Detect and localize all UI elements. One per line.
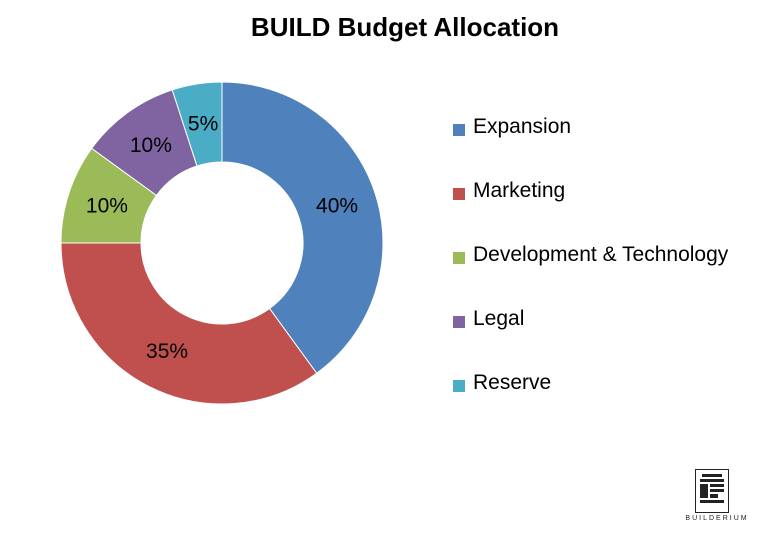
legend-label: Development & Technology [473,243,729,266]
builderium-logo-icon [695,469,729,513]
logo-text: BUILDERIUM [685,515,749,522]
slice-label-expansion: 40% [316,195,358,218]
legend-swatch [453,124,465,136]
legend-swatch [453,380,465,392]
slice-label-marketing: 35% [146,340,188,363]
legend-item-marketing: Marketing [453,179,728,243]
legend-label: Expansion [473,115,572,138]
legend-label: Reserve [473,371,552,394]
slice-label-legal: 10% [130,134,172,157]
legend-label: Marketing [473,179,566,202]
legend-item-development-technology: Development & Technology [453,243,728,307]
builderium-logo: BUILDERIUM [682,465,752,525]
slice-label-reserve: 5% [188,112,218,135]
legend-swatch [453,316,465,328]
legend-label: Legal [473,307,525,330]
legend-item-expansion: Expansion [453,115,728,179]
legend-swatch [453,188,465,200]
chart-legend: Expansion Marketing Development & Technolo… [453,115,728,435]
slice-reserve [171,81,223,167]
legend-swatch [453,252,465,264]
slice-label-development-technology: 10% [86,195,128,218]
slice-expansion [221,81,384,374]
chart-title: BUILD Budget Allocation [250,12,560,42]
legend-item-legal: Legal [453,307,728,371]
slice-marketing [60,242,318,405]
legend-item-reserve: Reserve [453,371,728,435]
